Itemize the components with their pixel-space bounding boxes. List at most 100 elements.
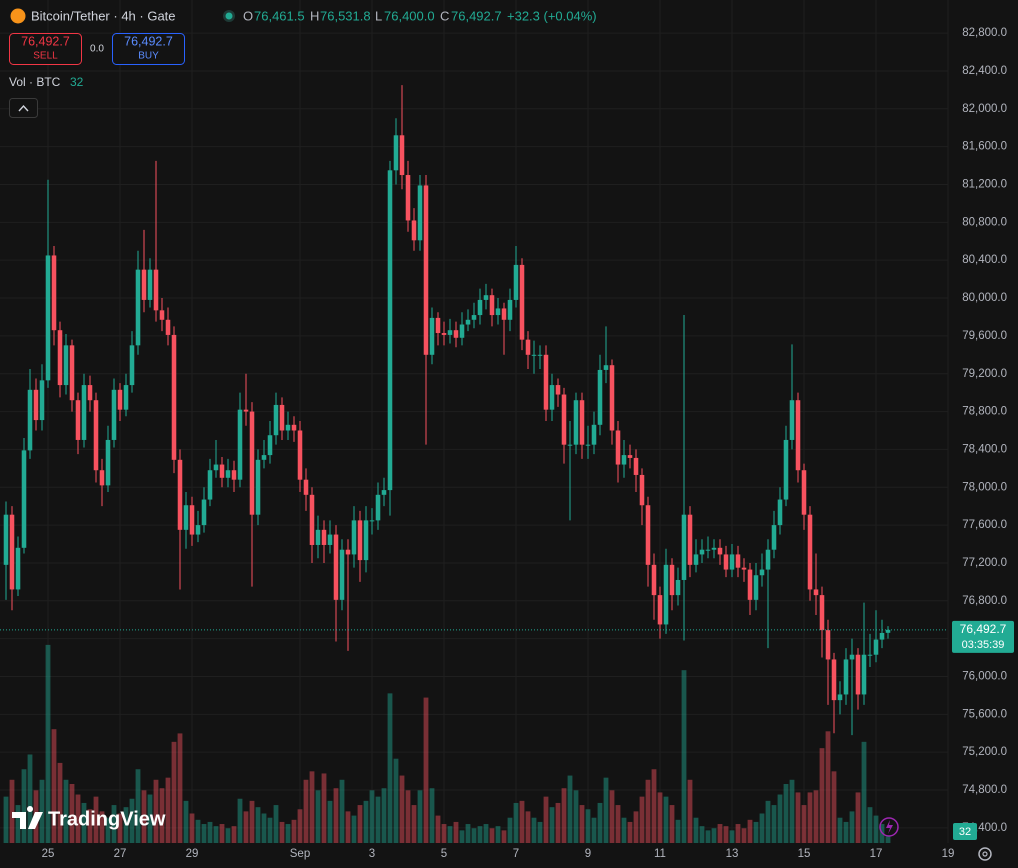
candle-body (309, 494, 315, 545)
candle-body (93, 400, 99, 471)
volume-bar (417, 790, 423, 843)
volume-bar (387, 693, 393, 843)
last-price-label: 76,492.7 (960, 622, 1007, 636)
candle-body (417, 185, 423, 241)
volume-bar (399, 775, 405, 843)
volume-bar (717, 824, 723, 843)
candle-body (669, 564, 675, 596)
volume-bar (771, 805, 777, 843)
countdown-label: 03:35:39 (962, 639, 1005, 651)
volume-bar (141, 790, 147, 843)
candle-body (171, 334, 177, 460)
candle-body (831, 659, 837, 701)
candle-body (861, 654, 867, 695)
volume-bar (711, 828, 717, 843)
candle-body (27, 389, 33, 451)
candle-body (471, 315, 477, 320)
candle-body (579, 400, 585, 445)
volume-bar (573, 790, 579, 843)
candle-body (633, 457, 639, 475)
volume-bar (837, 817, 843, 843)
candle-body (483, 295, 489, 300)
candle-body (429, 317, 435, 355)
volume-bar (165, 777, 171, 843)
settings-hub[interactable] (982, 851, 988, 857)
volume-bar (753, 821, 759, 843)
volume-bar (129, 798, 135, 843)
candle-body (699, 549, 705, 555)
volume-bar (843, 821, 849, 843)
logo-mark (12, 806, 43, 829)
volume-bar (21, 769, 27, 843)
candle-body (69, 345, 75, 401)
volume-bar (861, 741, 867, 843)
candle-body (237, 409, 243, 480)
buy-price[interactable]: 76,492.7 (124, 34, 173, 48)
candle-body (45, 255, 51, 381)
candle-body (51, 255, 57, 331)
volume-bar (567, 775, 573, 843)
candle-body (753, 575, 759, 600)
candle-body (465, 319, 471, 325)
volume-bar (471, 828, 477, 843)
collapse-box[interactable] (9, 98, 38, 118)
candle-body (603, 365, 609, 370)
volume-bar (51, 729, 57, 843)
buy-button[interactable]: 76,492.7 BUY (112, 33, 185, 65)
settings-icon[interactable] (978, 847, 992, 861)
volume-legend-value: 32 (70, 75, 84, 89)
volume-bar (549, 807, 555, 843)
y-tick-label: 76,000.0 (962, 671, 1007, 683)
logo-text: TradingView (48, 808, 166, 830)
candle-body (219, 464, 225, 478)
legend-close: 76,492.7 (451, 8, 502, 23)
collapse-button[interactable] (9, 98, 38, 118)
candle-body (549, 385, 555, 410)
candle-body (423, 185, 429, 355)
volume-bar (303, 779, 309, 843)
volume-bar (813, 790, 819, 843)
replay-icon[interactable] (879, 817, 899, 837)
settings-button[interactable] (978, 847, 992, 861)
candle-body (111, 389, 117, 440)
buy-box[interactable] (112, 33, 185, 65)
x-tick-label: 17 (870, 848, 883, 860)
volume-bar (759, 813, 765, 843)
volume-bar (513, 802, 519, 843)
symbol-title: Bitcoin/Tether · 4h · Gate (31, 8, 176, 23)
volume-bar (213, 826, 219, 843)
candle-body (825, 630, 831, 660)
collapse-icon[interactable] (18, 104, 29, 112)
volume-bar (795, 792, 801, 843)
buy-label[interactable]: BUY (138, 51, 159, 62)
volume-bar (393, 758, 399, 843)
candle-body (693, 554, 699, 565)
volume-bar (825, 731, 831, 843)
candle-body (21, 450, 27, 548)
y-tick-label: 78,000.0 (962, 481, 1007, 493)
sell-button[interactable]: 76,492.7 SELL (9, 33, 82, 65)
y-tick-label: 80,800.0 (962, 216, 1007, 228)
sell-box[interactable] (9, 33, 82, 65)
candle-body (675, 579, 681, 596)
sell-price[interactable]: 76,492.7 (21, 34, 70, 48)
volume-bar (807, 792, 813, 843)
candle-body (645, 505, 651, 565)
candle-body (537, 354, 543, 356)
candle-body (615, 430, 621, 465)
candle-body (735, 554, 741, 568)
replay-bolt[interactable] (886, 820, 893, 834)
replay-ring[interactable] (879, 817, 899, 837)
volume-bar (27, 754, 33, 843)
candle-body (117, 389, 123, 410)
sell-label[interactable]: SELL (33, 51, 58, 62)
candle-body (267, 435, 273, 456)
volume-bar (75, 794, 81, 843)
candle-body (105, 439, 111, 486)
candle-body (531, 354, 537, 356)
candle-body (141, 269, 147, 300)
candle-body (567, 444, 573, 446)
volume-bar (849, 811, 855, 843)
candle-body (351, 520, 357, 555)
candle-body (627, 455, 633, 458)
